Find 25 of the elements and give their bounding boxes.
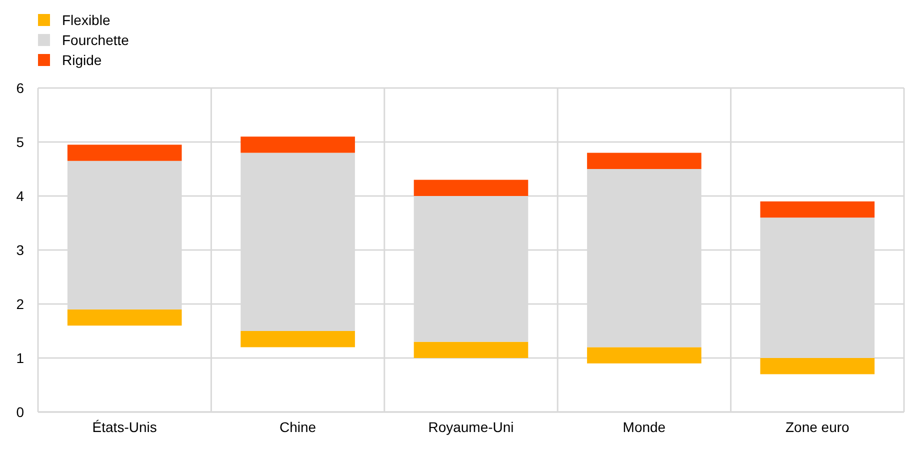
bar <box>587 152 702 169</box>
bar <box>760 201 875 218</box>
y-tick-label: 2 <box>16 296 24 312</box>
x-tick-label: Monde <box>622 419 666 435</box>
x-tick-label: Zone euro <box>785 419 850 435</box>
x-tick-label: États-Unis <box>92 419 157 435</box>
bar <box>67 309 182 326</box>
y-tick-label: 3 <box>16 242 24 258</box>
bar <box>240 331 355 348</box>
bar <box>760 358 875 374</box>
legend-label: Fourchette <box>62 32 130 48</box>
legend-label: Flexible <box>62 12 110 28</box>
bar <box>587 347 702 364</box>
x-tick-label: Royaume-Uni <box>428 419 514 435</box>
bar <box>240 136 355 153</box>
y-tick-label: 1 <box>16 350 24 366</box>
bar <box>414 180 528 196</box>
y-tick-label: 6 <box>16 80 24 96</box>
bar <box>67 144 182 161</box>
bar <box>414 342 528 358</box>
x-tick-label: Chine <box>280 419 316 435</box>
y-tick-label: 0 <box>16 404 24 420</box>
y-tick-label: 5 <box>16 134 24 150</box>
y-tick-label: 4 <box>16 188 24 204</box>
legend-label: Rigide <box>62 52 102 68</box>
